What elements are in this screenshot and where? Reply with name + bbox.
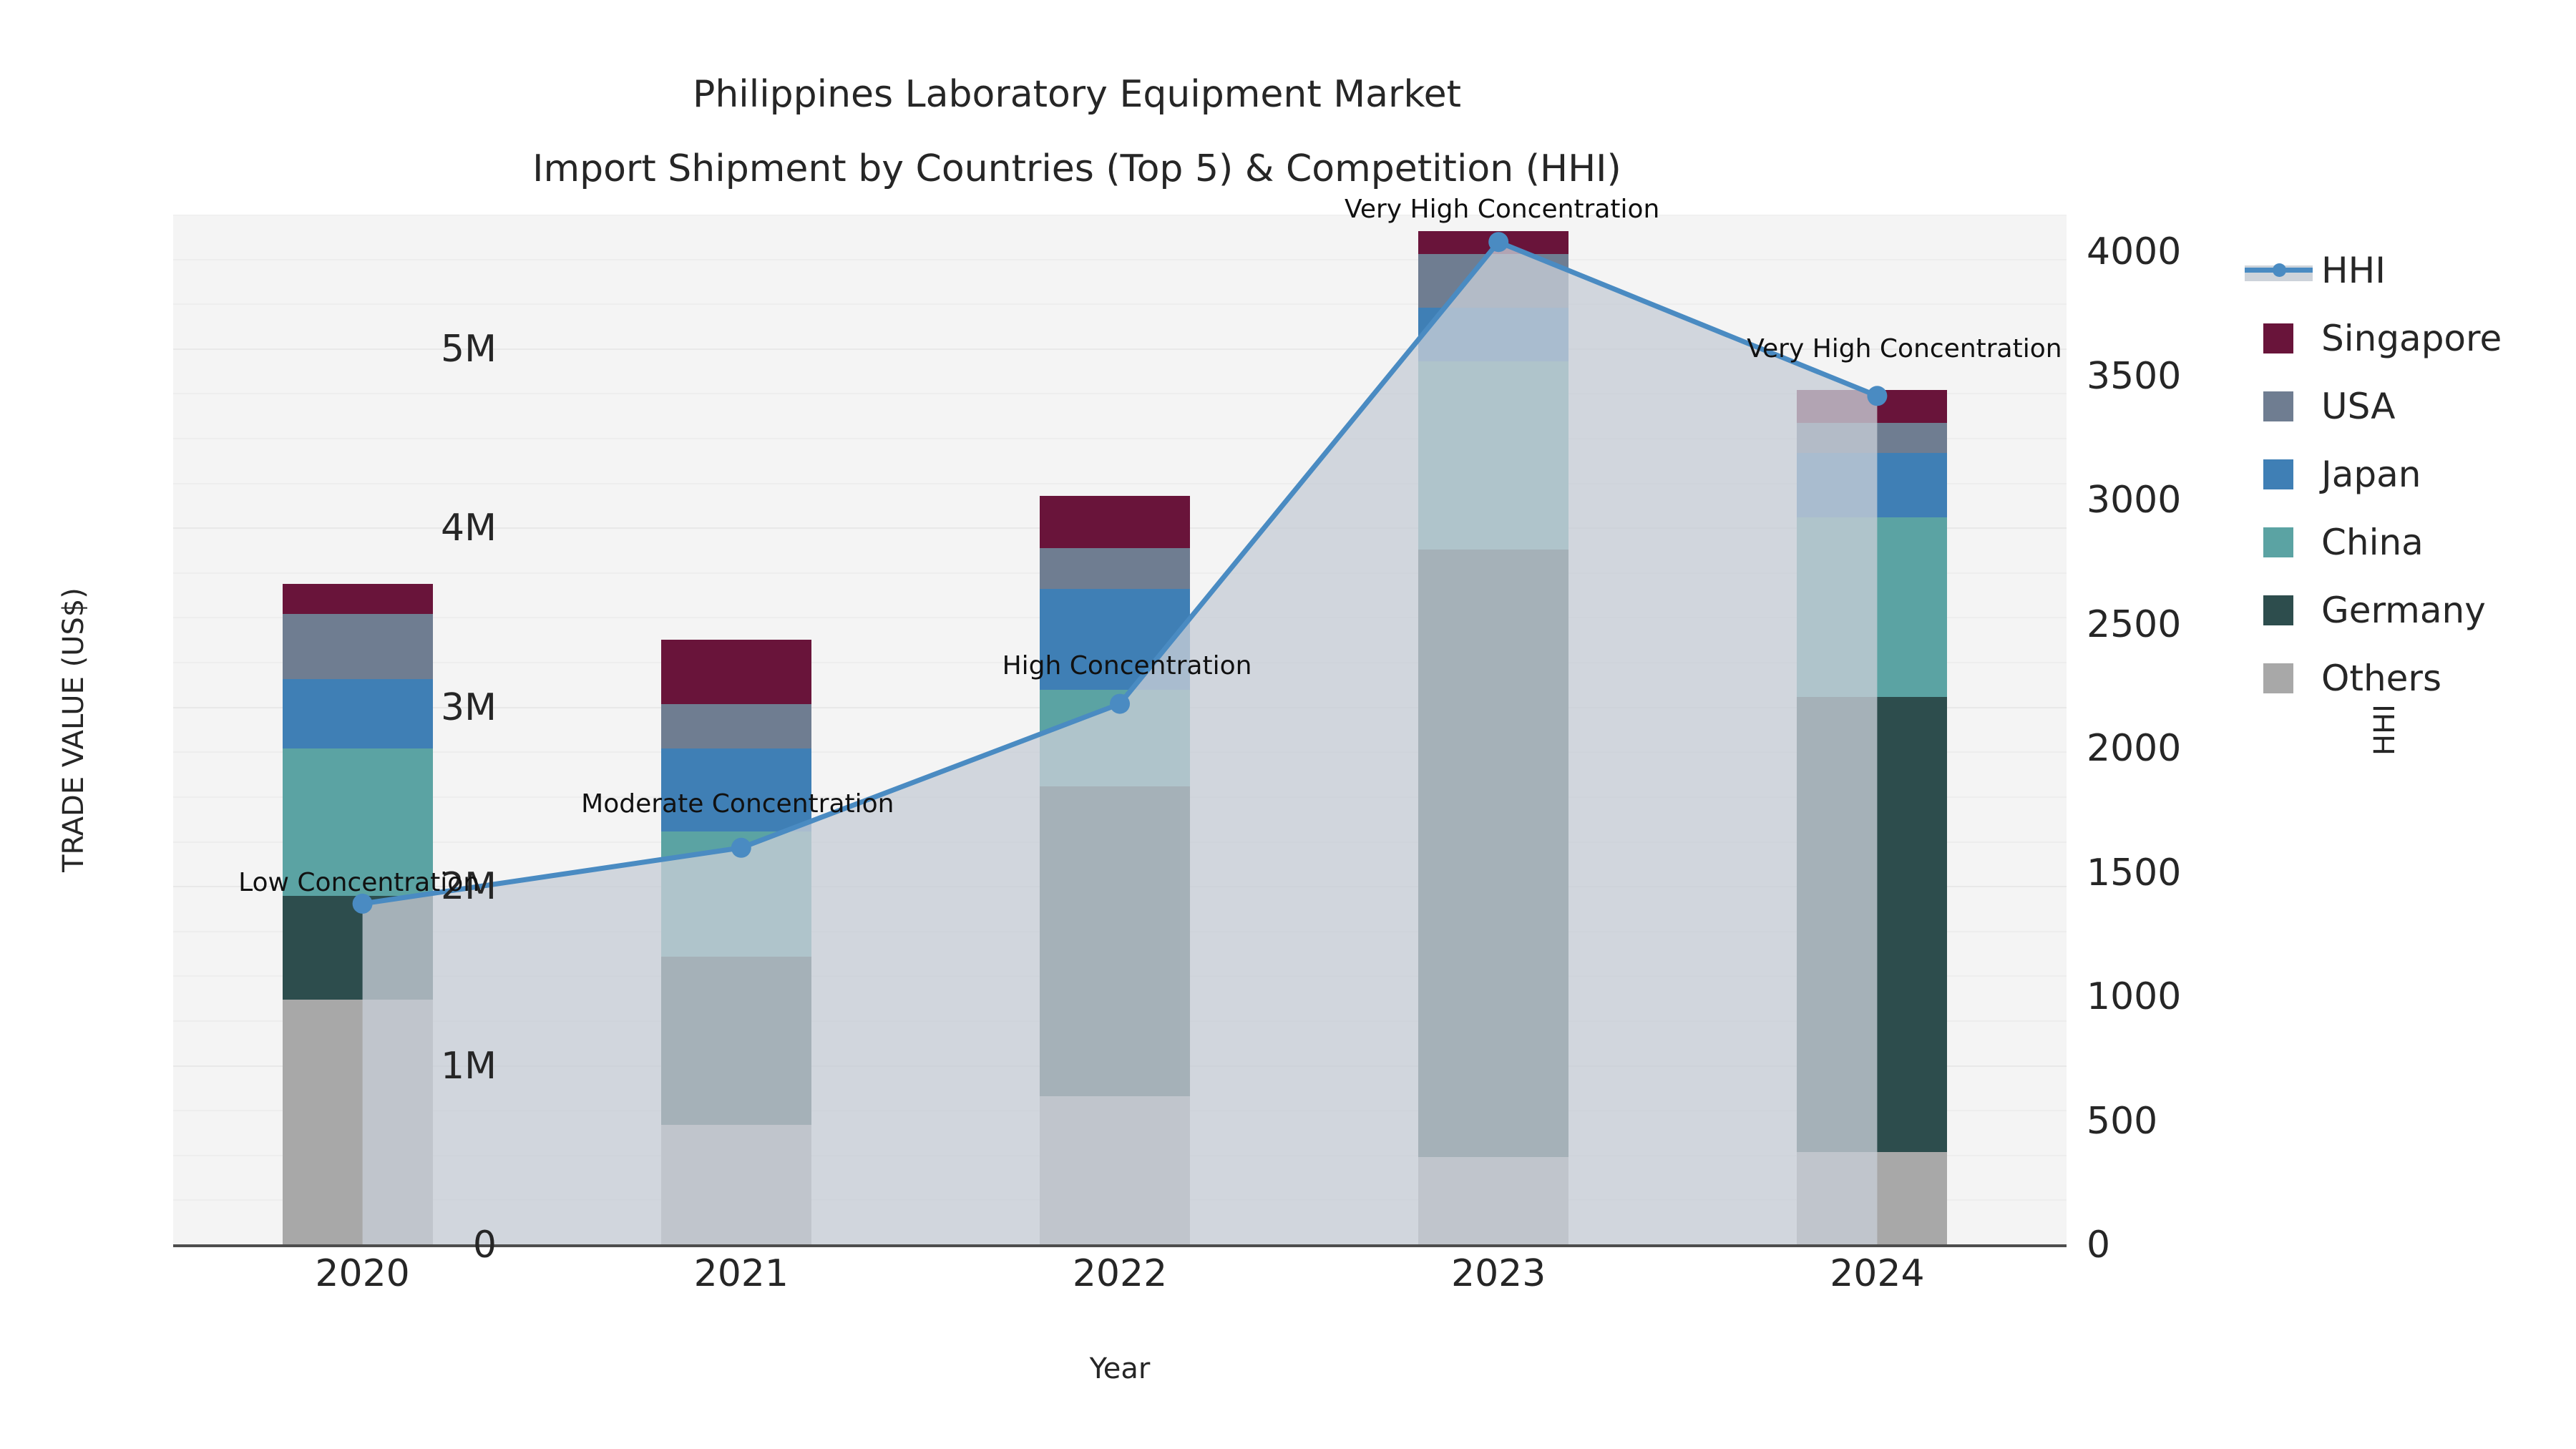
- y-axis-left-label: TRADE VALUE (US$): [57, 587, 90, 872]
- hhi-marker-2024[interactable]: [1867, 386, 1888, 406]
- x-axis-spine: [173, 1244, 2067, 1247]
- legend-label: HHI: [2321, 249, 2386, 291]
- y-tick-left-3M: 3M: [441, 686, 497, 729]
- x-tick-2022: 2022: [1072, 1252, 1168, 1295]
- legend-label: Singapore: [2321, 317, 2502, 359]
- y-tick-right-0: 0: [2087, 1224, 2111, 1267]
- legend-item-germany[interactable]: Germany: [2233, 576, 2569, 644]
- y-tick-right-2500: 2500: [2087, 602, 2182, 646]
- gridline: [173, 258, 2067, 260]
- gridline: [173, 393, 2067, 395]
- annotation-2020: Low Concentration: [238, 867, 480, 897]
- gridline: [173, 482, 2067, 484]
- gridline: [173, 438, 2067, 440]
- bar-segment-japan-2020[interactable]: [282, 678, 433, 749]
- x-tick-2021: 2021: [693, 1252, 789, 1295]
- y-tick-left-1M: 1M: [441, 1044, 497, 1088]
- legend-label: Japan: [2321, 453, 2421, 495]
- hhi-line-series: [352, 232, 1888, 1245]
- hhi-area-fill: [362, 242, 1878, 1245]
- bar-segment-singapore-2021[interactable]: [660, 639, 811, 704]
- y-tick-right-2000: 2000: [2087, 727, 2182, 771]
- legend-swatch-usa-icon: [2263, 391, 2293, 421]
- bar-segment-singapore-2022[interactable]: [1040, 496, 1190, 548]
- legend-item-singapore[interactable]: Singapore: [2233, 304, 2569, 372]
- x-tick-2023: 2023: [1451, 1252, 1546, 1295]
- hhi-marker-2020[interactable]: [352, 893, 373, 914]
- legend-label: Germany: [2321, 589, 2486, 631]
- y-tick-right-4000: 4000: [2087, 230, 2182, 274]
- y-tick-right-3500: 3500: [2087, 354, 2182, 398]
- y-tick-right-1000: 1000: [2087, 975, 2182, 1018]
- legend-item-china[interactable]: China: [2233, 508, 2569, 576]
- y-tick-right-500: 500: [2087, 1099, 2158, 1143]
- legend-item-hhi[interactable]: HHI: [2233, 236, 2569, 304]
- legend-line-icon: [2245, 255, 2313, 286]
- y-tick-left-2M: 2M: [441, 865, 497, 909]
- hhi-marker-2023[interactable]: [1488, 232, 1509, 253]
- legend-label: USA: [2321, 385, 2396, 427]
- hhi-marker-2022[interactable]: [1110, 693, 1130, 714]
- legend-label: China: [2321, 521, 2424, 563]
- bar-segment-usa-2020[interactable]: [282, 614, 433, 679]
- y-tick-right-1500: 1500: [2087, 851, 2182, 894]
- hhi-markers: [352, 232, 1888, 914]
- y-tick-left-4M: 4M: [441, 507, 497, 550]
- x-tick-2024: 2024: [1830, 1252, 1925, 1295]
- legend-item-japan[interactable]: Japan: [2233, 440, 2569, 508]
- hhi-marker-2021[interactable]: [731, 837, 751, 858]
- x-tick-2020: 2020: [315, 1252, 410, 1295]
- bar-segment-usa-2021[interactable]: [660, 703, 811, 749]
- annotation-2022: High Concentration: [1002, 650, 1252, 680]
- annotation-2024: Very High Concentration: [1747, 334, 2062, 364]
- legend-label: Others: [2321, 657, 2442, 699]
- legend-item-others[interactable]: Others: [2233, 644, 2569, 712]
- y-tick-right-3000: 3000: [2087, 479, 2182, 522]
- annotation-2021: Moderate Concentration: [581, 789, 894, 819]
- annotation-2023: Very High Concentration: [1344, 195, 1660, 225]
- plot-area: [173, 215, 2067, 1245]
- y-tick-left-0: 0: [472, 1224, 497, 1267]
- legend-swatch-germany-icon: [2263, 595, 2293, 625]
- bar-segment-japan-2021[interactable]: [660, 748, 811, 831]
- legend-swatch-china-icon: [2263, 527, 2293, 557]
- legend-swatch-japan-icon: [2263, 459, 2293, 489]
- chart-title-line-1: Philippines Laboratory Equipment Market: [692, 73, 1462, 116]
- bar-segment-singapore-2020[interactable]: [282, 583, 433, 615]
- chart-legend: HHI Singapore USA Japan China Germany Others: [2233, 236, 2569, 712]
- bar-segment-usa-2022[interactable]: [1040, 547, 1190, 590]
- bar-segment-china-2020[interactable]: [282, 748, 433, 896]
- gridline: [173, 348, 2067, 350]
- y-tick-left-5M: 5M: [441, 327, 497, 371]
- legend-item-usa[interactable]: USA: [2233, 372, 2569, 440]
- gridline: [173, 303, 2067, 306]
- x-axis-label: Year: [1089, 1352, 1151, 1385]
- chart-title-line-2: Import Shipment by Countries (Top 5) & C…: [532, 147, 1621, 190]
- legend-swatch-singapore-icon: [2263, 323, 2293, 353]
- legend-swatch-others-icon: [2263, 663, 2293, 693]
- chart-title: Philippines Laboratory Equipment Market …: [0, 57, 2154, 206]
- legend-line-marker-icon: [2273, 263, 2286, 277]
